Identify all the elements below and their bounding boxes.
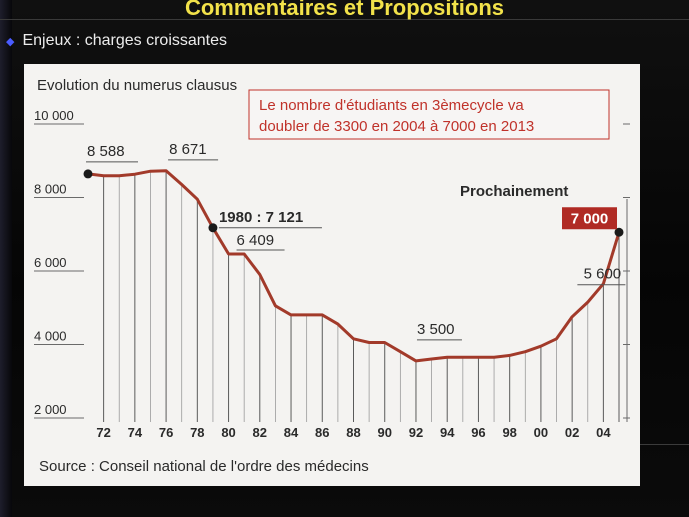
- y-tick-label: 6 000: [34, 255, 67, 270]
- x-tick-label: 86: [315, 425, 329, 440]
- x-tick-label: 98: [502, 425, 516, 440]
- bullet-item: ◆ Enjeux : charges croissantes: [6, 30, 227, 52]
- y-tick-label: 2 000: [34, 402, 67, 417]
- highlight-label: 7 000: [571, 210, 609, 227]
- data-point: [83, 169, 93, 179]
- x-tick-label: 00: [534, 425, 548, 440]
- x-tick-label: 96: [471, 425, 485, 440]
- x-tick-label: 02: [565, 425, 579, 440]
- data-label: 3 500: [417, 321, 455, 338]
- bullet-text: Enjeux : charges croissantes: [22, 32, 228, 49]
- x-tick-label: 80: [221, 425, 235, 440]
- x-tick-label: 76: [159, 425, 173, 440]
- chart-card: Evolution du numerus clausus 2 000 4 000 6 …: [24, 64, 640, 486]
- chart-svg: Evolution du numerus clausus 2 000 4 000 6 …: [34, 77, 630, 475]
- y-tick-label: 4 000: [34, 329, 67, 344]
- data-point: [208, 223, 218, 233]
- x-tick-label: 78: [190, 425, 204, 440]
- title-divider: [0, 19, 689, 20]
- x-tick-label: 88: [346, 425, 360, 440]
- x-tick-label: 04: [596, 425, 611, 440]
- data-line: [86, 169, 621, 363]
- prochainement-label: Prochainement: [460, 183, 568, 200]
- chart-title: Evolution du numerus clausus: [37, 77, 237, 94]
- y-tick-label: 10 000: [34, 108, 74, 123]
- diamond-bullet-icon: ◆: [6, 35, 15, 48]
- footer-rule: [640, 444, 689, 445]
- callout-line: Le nombre d'étudiants en 3èmecycle va: [259, 97, 524, 114]
- highlight-badge: [562, 207, 617, 230]
- data-label: 8 588: [87, 143, 125, 160]
- y-tick-label: 8 000: [34, 182, 67, 197]
- callout-line: doubler de 3300 en 2004 à 7000 en 2013: [259, 118, 534, 135]
- data-point: [614, 227, 624, 237]
- callout-box: [248, 89, 610, 140]
- x-tick-label: 84: [284, 425, 299, 440]
- x-tick-label: 74: [128, 425, 143, 440]
- x-tick-label: 94: [440, 425, 455, 440]
- slide-title: Commentaires et Propositions: [184, 0, 505, 20]
- slide-left-edge: [0, 0, 12, 517]
- source-note: Source : Conseil national de l'ordre des…: [39, 458, 369, 475]
- x-tick-label: 92: [409, 425, 423, 440]
- data-label: 6 409: [237, 232, 275, 249]
- x-tick-label: 72: [96, 425, 110, 440]
- data-label: 1980 : 7 121: [219, 209, 303, 226]
- x-tick-label: 82: [253, 425, 267, 440]
- x-tick-label: 90: [378, 425, 392, 440]
- data-label: 8 671: [169, 141, 207, 158]
- data-label: 5 600: [584, 266, 622, 283]
